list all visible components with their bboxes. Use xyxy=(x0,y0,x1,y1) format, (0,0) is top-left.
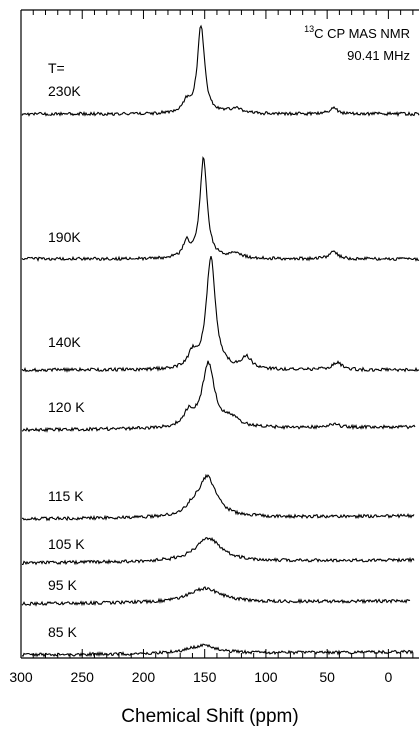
temperature-labels: 230K 190K 140K 120 K 115 K 105 K 95 K 85 K xyxy=(48,83,85,640)
x-tick-label: 50 xyxy=(319,669,335,685)
x-tick-label: 200 xyxy=(132,669,156,685)
temperature-label-1: 230K xyxy=(48,83,81,99)
spectrum-trace-4 xyxy=(21,360,416,433)
nucleus-superscript: 13 xyxy=(304,24,314,34)
x-tick-label: 150 xyxy=(193,669,217,685)
temperature-label-6: 105 K xyxy=(48,536,85,552)
temperature-label-7: 95 K xyxy=(48,577,77,593)
temperature-label-4: 120 K xyxy=(48,399,85,415)
x-tick-label: 100 xyxy=(254,669,278,685)
x-tick-label: 0 xyxy=(384,669,392,685)
x-tick-label: 250 xyxy=(71,669,95,685)
temperature-header: T= xyxy=(48,60,65,76)
spectrum-trace-3 xyxy=(21,255,420,373)
spectra-traces xyxy=(21,24,420,658)
experiment-label: C CP MAS NMR xyxy=(314,26,410,41)
temperature-label-5: 115 K xyxy=(48,488,84,504)
temperature-label-2: 190K xyxy=(48,229,81,245)
x-axis-label: Chemical Shift (ppm) xyxy=(121,706,298,727)
spectrum-trace-1 xyxy=(21,24,420,117)
nmr-annotation: 13C CP MAS NMR xyxy=(304,24,410,41)
axes: 300 250 200 150 100 50 0 xyxy=(9,9,419,685)
spectrum-trace-2 xyxy=(21,156,420,262)
spectrum-trace-5 xyxy=(22,473,415,522)
spectrum-trace-7 xyxy=(21,586,411,607)
temperature-label-3: 140K xyxy=(48,334,81,350)
spectrum-trace-6 xyxy=(22,537,415,566)
spectrum-trace-8 xyxy=(21,643,414,658)
x-tick-label: 300 xyxy=(9,669,33,685)
frequency-label: 90.41 MHz xyxy=(347,48,410,63)
temperature-label-8: 85 K xyxy=(48,624,77,640)
